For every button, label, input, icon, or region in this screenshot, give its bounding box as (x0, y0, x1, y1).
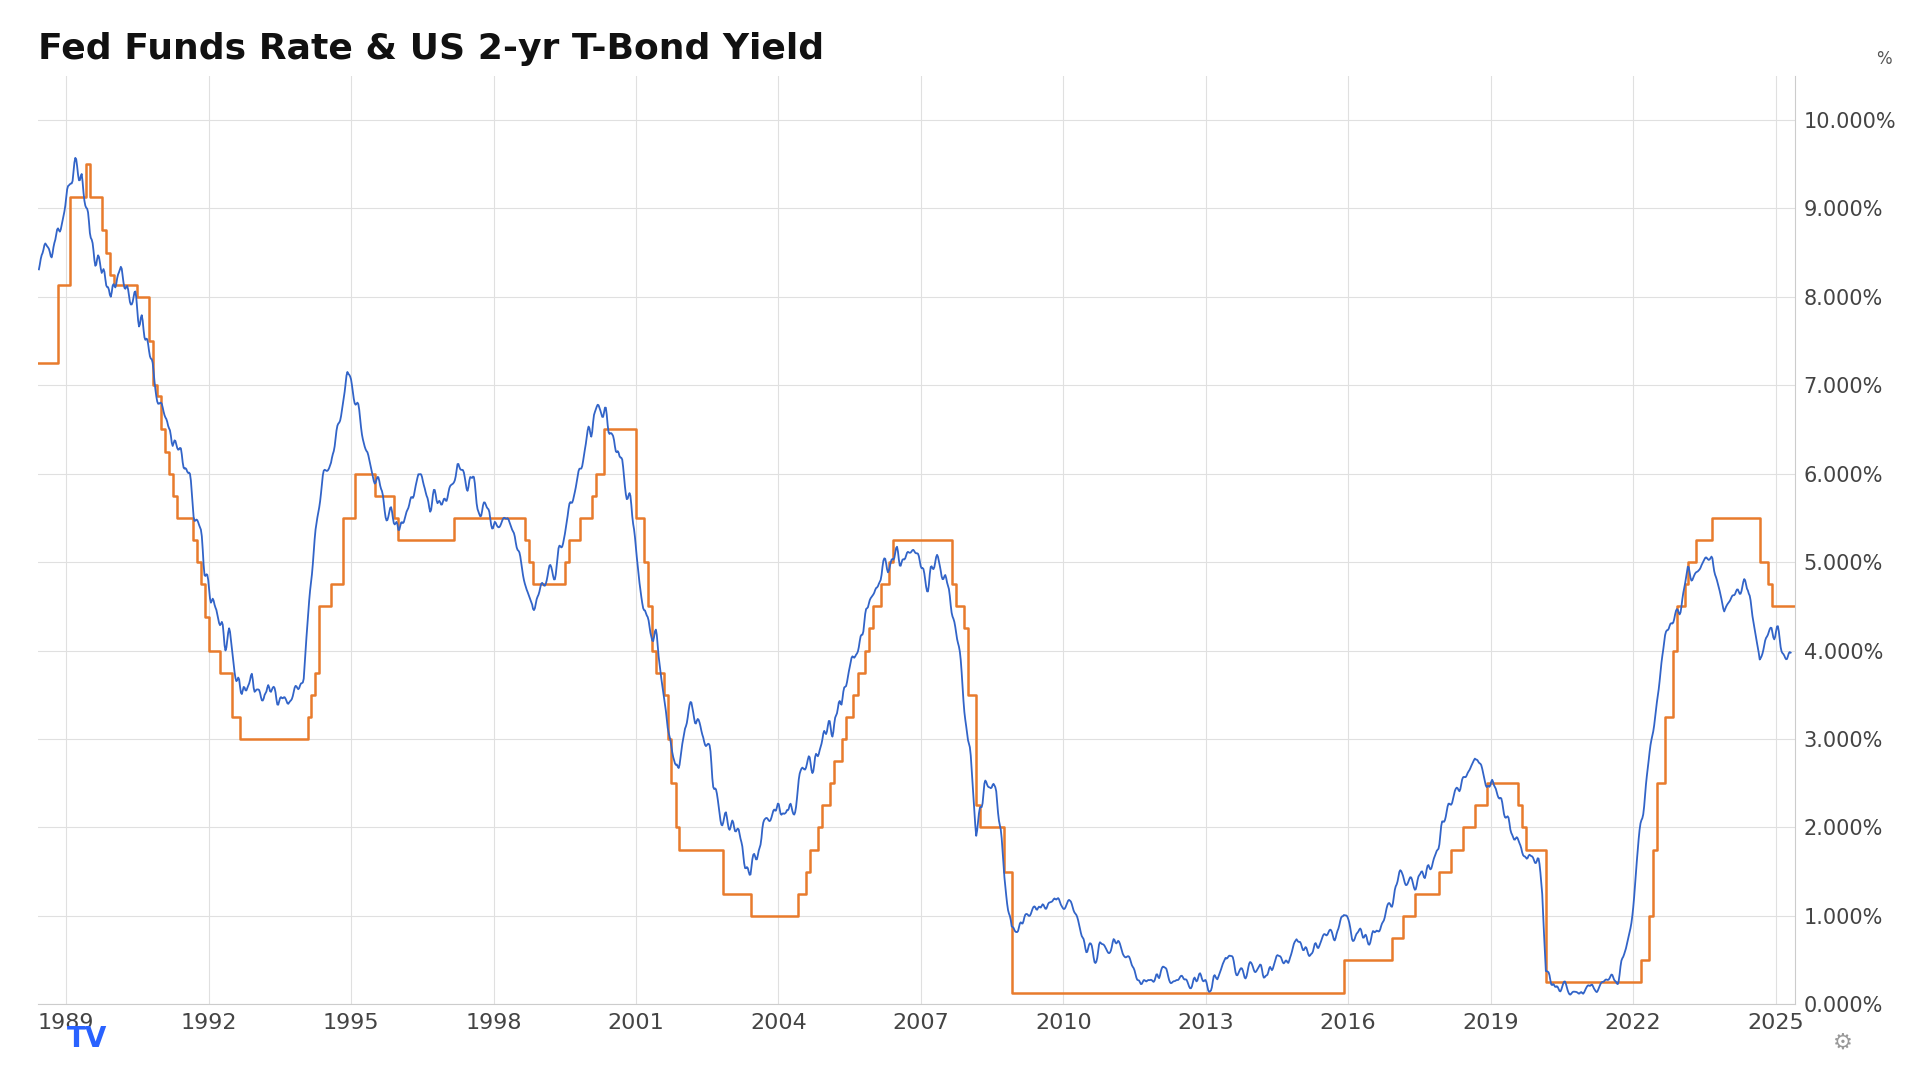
Text: %: % (1876, 51, 1891, 68)
Text: Fed Funds Rate & US 2-yr T-Bond Yield: Fed Funds Rate & US 2-yr T-Bond Yield (38, 32, 824, 66)
Text: ⚙: ⚙ (1834, 1032, 1853, 1053)
Text: TV: TV (67, 1025, 108, 1053)
